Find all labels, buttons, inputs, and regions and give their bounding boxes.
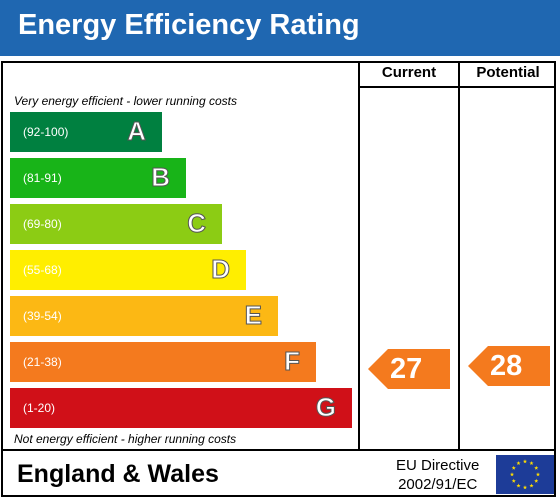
flag-star-icon: [516, 483, 521, 488]
band-letter: D: [211, 254, 231, 285]
top-note: Very energy efficient - lower running co…: [14, 94, 237, 108]
current-rating-value: 27: [390, 353, 423, 385]
potential-rating-arrow: 28: [468, 346, 550, 386]
flag-star-icon: [522, 485, 528, 490]
flag-star-icon: [529, 483, 534, 488]
rating-table: [1, 61, 556, 497]
directive-line-1: EU Directive: [396, 457, 480, 474]
band-letter: F: [284, 346, 301, 377]
page-title: Energy Efficiency Rating: [18, 9, 360, 41]
eu-flag-icon: [496, 455, 554, 494]
potential-column-header: Potential: [476, 64, 540, 81]
band-letter: E: [244, 300, 262, 331]
flag-star-icon: [511, 465, 516, 470]
band-e: (39-54) E: [10, 296, 278, 336]
band-b: (81-91) B: [10, 158, 186, 198]
band-letter: C: [187, 208, 207, 239]
footer-divider: [1, 449, 556, 451]
band-c: (69-80) C: [10, 204, 222, 244]
band-range-label: (1-20): [23, 401, 56, 415]
column-divider-current: [358, 61, 360, 450]
region-label: England & Wales: [17, 460, 219, 488]
band-range-label: (21-38): [23, 355, 62, 369]
flag-star-icon: [529, 461, 534, 466]
potential-rating-value: 28: [490, 350, 523, 382]
flag-star-icon: [535, 472, 541, 477]
band-letter: B: [151, 162, 171, 193]
potential-arrow-shape: [468, 346, 550, 386]
band-range-label: (55-68): [23, 263, 62, 277]
flag-star-icon: [516, 461, 521, 466]
band-letter: G: [315, 392, 336, 423]
current-arrow-shape: [368, 349, 450, 389]
flag-star-icon: [522, 459, 528, 464]
current-rating-arrow: 27: [368, 349, 450, 389]
band-letter: A: [127, 116, 147, 147]
flag-star-icon: [509, 472, 515, 477]
band-range-label: (69-80): [23, 217, 62, 231]
bottom-note: Not energy efficient - higher running co…: [14, 432, 237, 446]
band-range-label: (92-100): [23, 125, 69, 139]
column-divider-potential: [458, 61, 460, 450]
band-f: (21-38) F: [10, 342, 316, 382]
flag-star-icon: [511, 478, 516, 483]
band-d: (55-68) D: [10, 250, 246, 290]
band-a: (92-100) A: [10, 112, 162, 152]
title-bar: Energy Efficiency Rating: [0, 0, 560, 56]
band-g: (1-20) G: [10, 388, 352, 428]
directive-line-2: 2002/91/EC: [398, 476, 478, 493]
header-divider: [358, 86, 556, 88]
band-range-label: (39-54): [23, 309, 62, 323]
flag-star-icon: [534, 465, 539, 470]
band-range-label: (81-91): [23, 171, 62, 185]
current-column-header: Current: [381, 64, 437, 81]
eu-directive: EU Directive 2002/91/EC: [396, 456, 479, 494]
flag-star-icon: [534, 478, 539, 483]
